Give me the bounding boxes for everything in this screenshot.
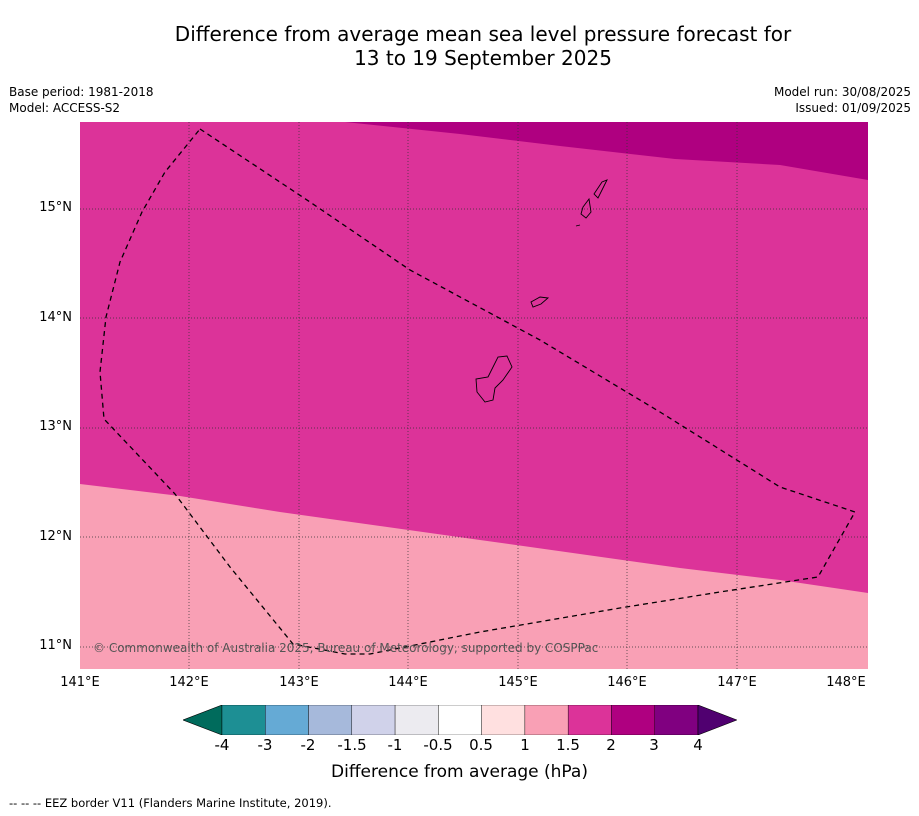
colorbar-segment (438, 705, 482, 735)
islands (475, 179, 608, 403)
island-tinian (580, 197, 592, 219)
colorbar-tick: -4 (214, 736, 230, 754)
colorbar-tick: 1 (520, 736, 530, 754)
colorbar-tick: 2 (606, 736, 616, 754)
lon-label: 144°E (388, 675, 428, 690)
colorbar (183, 705, 737, 735)
colorbar-segment (265, 705, 309, 735)
lat-label: 15°N (39, 200, 72, 215)
island-guam (475, 355, 513, 403)
colorbar-segment (524, 705, 569, 735)
lon-label: 145°E (498, 675, 538, 690)
colorbar-tick: -2 (300, 736, 316, 754)
colorbar-tick: 4 (693, 736, 703, 754)
colorbar-tick: -1 (387, 736, 403, 754)
meta-left: Base period: 1981-2018 Model: ACCESS-S2 (9, 84, 154, 116)
colorbar-tick: 0.5 (469, 736, 493, 754)
colorbar-segment (221, 705, 266, 735)
title-line-2: 13 to 19 September 2025 (354, 46, 612, 70)
island-aguijan (575, 224, 581, 227)
colorbar-segment (308, 705, 353, 735)
colorbar-tick: -0.5 (423, 736, 453, 754)
colorbar-segment (654, 705, 699, 735)
base-period: Base period: 1981-2018 (9, 85, 154, 99)
copyright-notice: © Commonwealth of Australia 2025, Bureau… (93, 641, 599, 655)
model-run: Model run: 30/08/2025 (773, 85, 911, 99)
colorbar-label: Difference from average (hPa) (331, 762, 588, 782)
map-gridlines (80, 122, 868, 669)
lon-label: 148°E (826, 675, 866, 690)
colorbar-segment (567, 705, 612, 735)
eez-border (99, 128, 856, 655)
map-panel (80, 122, 868, 669)
legend-footnote: -- -- -- EEZ border V11 (Flanders Marine… (9, 796, 332, 810)
region-1-to-1-5 (80, 484, 868, 669)
lon-label: 146°E (607, 675, 647, 690)
colorbar-extend-high (697, 705, 737, 735)
colorbar-segment (394, 705, 439, 735)
island-rota (530, 296, 550, 308)
model-name: Model: ACCESS-S2 (9, 101, 121, 115)
lon-label: 141°E (60, 675, 100, 690)
meta-right: Model run: 30/08/2025 Issued: 01/09/2025 (774, 84, 911, 116)
lon-label: 147°E (717, 675, 757, 690)
title-line-1: Difference from average mean sea level p… (174, 22, 792, 46)
lon-label: 142°E (169, 675, 209, 690)
colorbar-segment (481, 705, 526, 735)
island-saipan (593, 179, 608, 199)
map-title: Difference from average mean sea level p… (0, 22, 919, 70)
colorbar-segment (611, 705, 655, 735)
colorbar-tick: 3 (649, 736, 659, 754)
lat-label: 14°N (39, 310, 72, 325)
colorbar-tick: -3 (257, 736, 273, 754)
lat-label: 13°N (39, 419, 72, 434)
colorbar-tick: 1.5 (556, 736, 580, 754)
colorbar-segment (351, 705, 396, 735)
lat-label: 11°N (39, 638, 72, 653)
lon-label: 143°E (279, 675, 319, 690)
colorbar-tick: -1.5 (337, 736, 367, 754)
issued-date: Issued: 01/09/2025 (795, 101, 911, 115)
region-above-3 (345, 122, 868, 180)
lat-label: 12°N (39, 529, 72, 544)
colorbar-extend-low (183, 705, 223, 735)
